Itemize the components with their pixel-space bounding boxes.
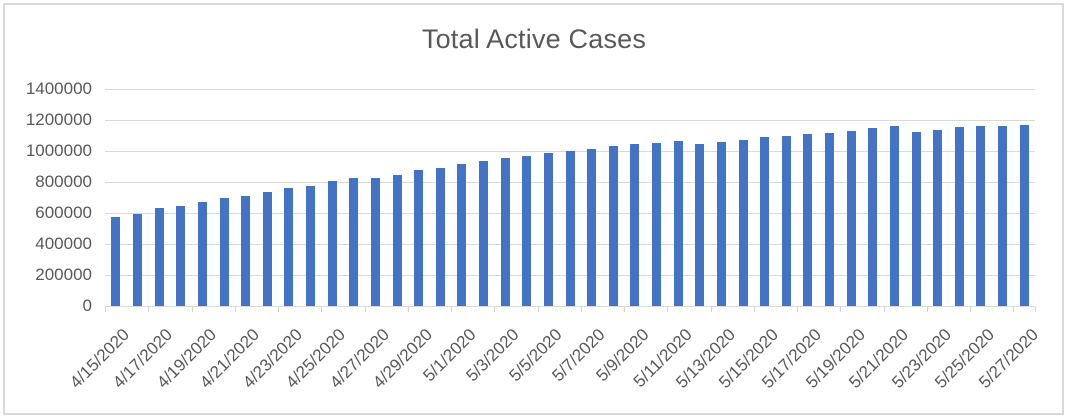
y-axis-tick-label: 0 xyxy=(82,296,92,315)
bar[interactable] xyxy=(630,143,640,306)
x-axis-tick xyxy=(754,307,755,312)
x-axis-tick xyxy=(321,307,322,312)
bar[interactable] xyxy=(457,163,467,306)
x-axis-tick xyxy=(451,307,452,312)
x-axis-tick xyxy=(494,307,495,312)
x-axis-tick xyxy=(884,307,885,312)
bar[interactable] xyxy=(1019,124,1029,306)
x-axis-tick xyxy=(581,307,582,312)
x-axis-tick xyxy=(797,307,798,312)
bar[interactable] xyxy=(673,140,683,306)
x-axis-tick xyxy=(840,307,841,312)
x-axis-tick xyxy=(927,307,928,312)
x-axis-tick xyxy=(192,307,193,312)
x-axis-line xyxy=(105,306,1035,307)
bar[interactable] xyxy=(825,132,834,306)
bar[interactable] xyxy=(522,155,532,306)
bar[interactable] xyxy=(435,167,445,306)
y-axis-tick-label: 800000 xyxy=(35,172,92,191)
chart-title[interactable]: Total Active Cases xyxy=(421,24,647,54)
x-axis-tick xyxy=(667,307,668,312)
bar[interactable] xyxy=(414,170,424,306)
bar[interactable] xyxy=(868,128,878,306)
x-axis-tick xyxy=(408,307,409,312)
bar[interactable] xyxy=(695,143,705,306)
bar[interactable] xyxy=(716,141,726,306)
bar[interactable] xyxy=(284,187,294,306)
bar[interactable] xyxy=(241,195,251,306)
gridline xyxy=(105,89,1035,90)
bar[interactable] xyxy=(587,148,597,306)
x-axis-tick xyxy=(105,307,106,312)
bar[interactable] xyxy=(889,125,899,306)
x-axis-tick xyxy=(235,307,236,312)
y-axis-tick-label: 1000000 xyxy=(25,141,92,160)
y-axis-tick-label: 200000 xyxy=(35,265,92,284)
bar[interactable] xyxy=(565,151,575,306)
bar[interactable] xyxy=(543,153,553,306)
y-axis-tick-label: 1400000 xyxy=(25,79,92,98)
bar[interactable] xyxy=(219,198,229,306)
x-axis-tick xyxy=(970,307,971,312)
bar[interactable] xyxy=(738,139,748,306)
y-axis-tick-label: 600000 xyxy=(35,203,92,222)
bar[interactable] xyxy=(846,130,856,306)
bar[interactable] xyxy=(262,191,272,306)
bar[interactable] xyxy=(954,127,964,306)
bar[interactable] xyxy=(392,174,402,306)
x-axis-tick xyxy=(1013,307,1014,312)
bar[interactable] xyxy=(306,185,315,306)
bar[interactable] xyxy=(349,177,359,306)
bar[interactable] xyxy=(976,125,986,306)
bar[interactable] xyxy=(652,143,661,307)
bar[interactable] xyxy=(197,201,207,306)
bar[interactable] xyxy=(760,137,770,306)
x-axis-tick xyxy=(538,307,539,312)
gridline xyxy=(105,120,1035,121)
x-axis-tick xyxy=(278,307,279,312)
bar[interactable] xyxy=(911,131,921,306)
bar[interactable] xyxy=(154,208,164,306)
bar[interactable] xyxy=(803,133,813,306)
bar[interactable] xyxy=(111,216,121,306)
x-axis-tick xyxy=(365,307,366,312)
bar[interactable] xyxy=(998,125,1008,306)
bar[interactable] xyxy=(370,178,380,306)
bar[interactable] xyxy=(933,129,943,306)
x-axis-tick xyxy=(624,307,625,312)
bar[interactable] xyxy=(500,158,510,306)
bar[interactable] xyxy=(176,205,186,306)
x-axis-tick xyxy=(148,307,149,312)
bar[interactable] xyxy=(608,146,618,306)
y-axis-tick-label: 400000 xyxy=(35,234,92,253)
x-axis-tick xyxy=(711,307,712,312)
bar[interactable] xyxy=(327,181,337,306)
bar[interactable] xyxy=(479,160,488,306)
y-axis-tick-label: 1200000 xyxy=(25,110,92,129)
bar[interactable] xyxy=(781,135,791,306)
x-axis-tick xyxy=(1035,307,1036,312)
bar[interactable] xyxy=(132,213,142,306)
